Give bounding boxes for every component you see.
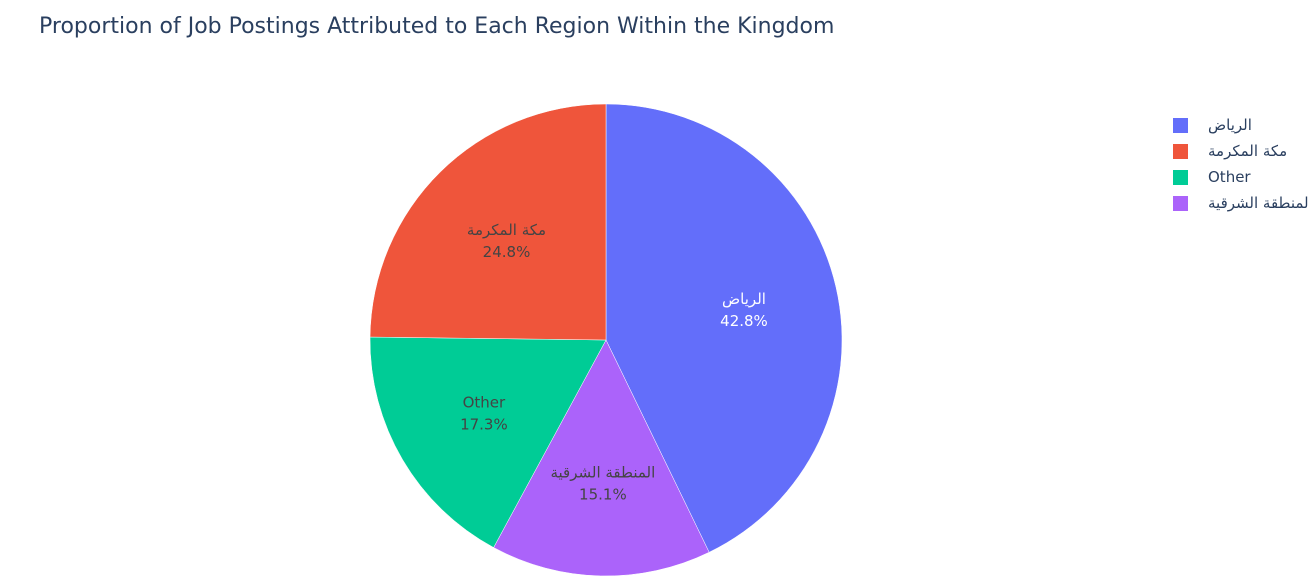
slice-percent-label: 15.1% (579, 486, 627, 504)
slice-name-label: الرياض (722, 290, 766, 308)
slice-percent-label: 17.3% (460, 416, 508, 434)
pie-slice[interactable] (369, 336, 607, 548)
pie-slices (369, 103, 843, 577)
chart-title: Proportion of Job Postings Attributed to… (39, 14, 835, 39)
slice-name-label: المنطقة الشرقية (550, 464, 655, 482)
slice-name-label: مكة المكرمة (467, 221, 546, 239)
legend-swatch (1173, 117, 1188, 133)
legend-swatch (1173, 195, 1188, 211)
legend-label: مكة المكرمة (1208, 142, 1288, 160)
pie-slice[interactable] (493, 339, 710, 577)
slice-percent-label: 42.8% (720, 312, 768, 330)
slice-name-label: Other (463, 394, 506, 412)
legend-label: المنطقة الشرقية (1208, 194, 1308, 212)
legend-item-other[interactable]: Other (1170, 164, 1306, 190)
pie-slice[interactable] (369, 103, 607, 341)
legend-item-riyadh[interactable]: الرياض (1170, 112, 1306, 138)
legend-item-makkah[interactable]: مكة المكرمة (1170, 138, 1306, 164)
legend-label: Other (1208, 168, 1251, 186)
slice-percent-label: 24.8% (483, 243, 531, 261)
legend-label: الرياض (1208, 116, 1252, 134)
legend-swatch (1173, 169, 1188, 185)
legend-item-eastern[interactable]: المنطقة الشرقية (1170, 190, 1308, 216)
legend-swatch (1173, 143, 1188, 159)
pie-labels: الرياض 42.8% المنطقة الشرقية 15.1% Other 17.3… (460, 221, 768, 503)
legend: الرياض مكة المكرمة Other المنطقة الشرقية (1170, 112, 1308, 216)
pie-slice[interactable] (605, 103, 843, 553)
